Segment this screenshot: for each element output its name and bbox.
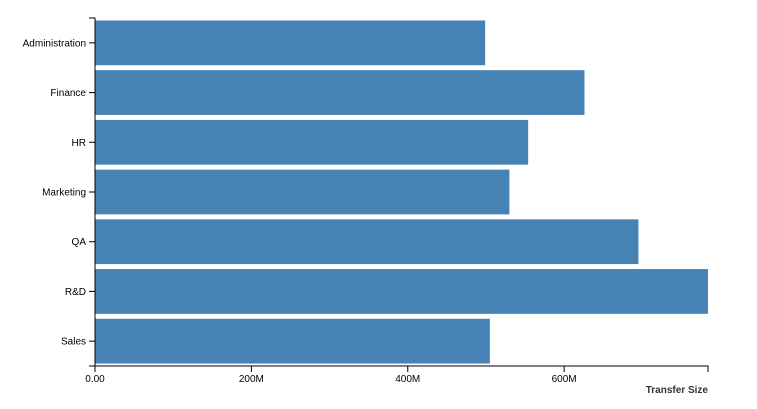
bar-5: [95, 269, 708, 314]
x-tick-label: 200M: [239, 374, 264, 385]
bar-6: [95, 318, 490, 364]
x-tick-label: 0.00: [85, 374, 105, 385]
y-tick-label: Finance: [50, 88, 86, 99]
y-tick-label: Sales: [61, 337, 86, 348]
bar-3: [95, 169, 510, 215]
x-tick-label: 600M: [552, 374, 577, 385]
y-tick-label: Marketing: [42, 188, 86, 199]
bar-4: [95, 219, 639, 265]
y-axis: Administration Finance HR Marketing QA R&D Sal…: [23, 17, 96, 367]
y-tick-label: Administration: [23, 38, 86, 49]
x-tick-label: 400M: [395, 374, 420, 385]
bar-2: [95, 119, 529, 165]
y-tick-label: HR: [72, 138, 86, 149]
bar-1: [95, 70, 585, 115]
x-axis-label: Transfer Size: [646, 385, 709, 396]
x-axis: 0.00 200M 400M 600M: [85, 365, 709, 385]
y-tick-label: QA: [72, 237, 87, 248]
y-tick-label: R&D: [65, 287, 86, 298]
bar-0: [95, 20, 486, 66]
x-axis-line: [94, 365, 709, 372]
y-axis-line: [89, 17, 96, 367]
